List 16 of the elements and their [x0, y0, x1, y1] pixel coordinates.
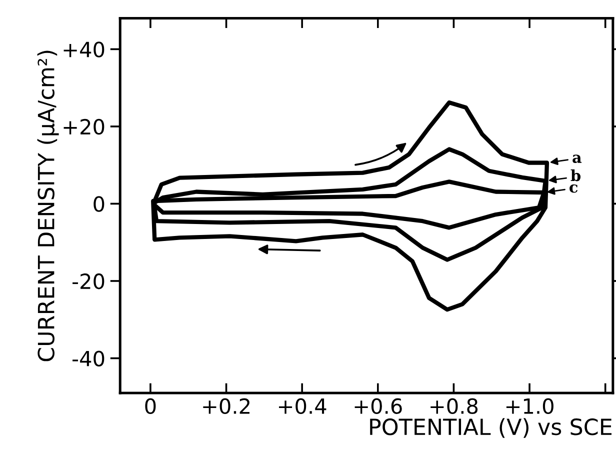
y-tick-label: +40 — [64, 42, 104, 58]
y-tick-label: +20 — [64, 118, 104, 135]
y-axis-title: CURRENT DENSITY (μA/cm²) — [37, 50, 59, 362]
x-tick-label: +0.8 — [430, 398, 478, 414]
y-tick-label: -20 — [72, 273, 104, 290]
x-tick-label: +0.4 — [278, 398, 326, 414]
legend-label: c — [570, 184, 578, 193]
x-tick-label: +0.6 — [354, 398, 402, 414]
y-tick-label: 0 — [94, 196, 104, 212]
legend-label: a — [572, 154, 582, 164]
x-tick-label: +0.2 — [203, 398, 250, 414]
y-tick-label: -40 — [72, 350, 104, 366]
x-tick-label: +1.0 — [506, 398, 554, 414]
x-tick-label: 0 — [145, 398, 156, 414]
legend-label: b — [570, 169, 581, 182]
x-axis-title: POTENTIAL (V) vs SCE — [370, 418, 612, 438]
